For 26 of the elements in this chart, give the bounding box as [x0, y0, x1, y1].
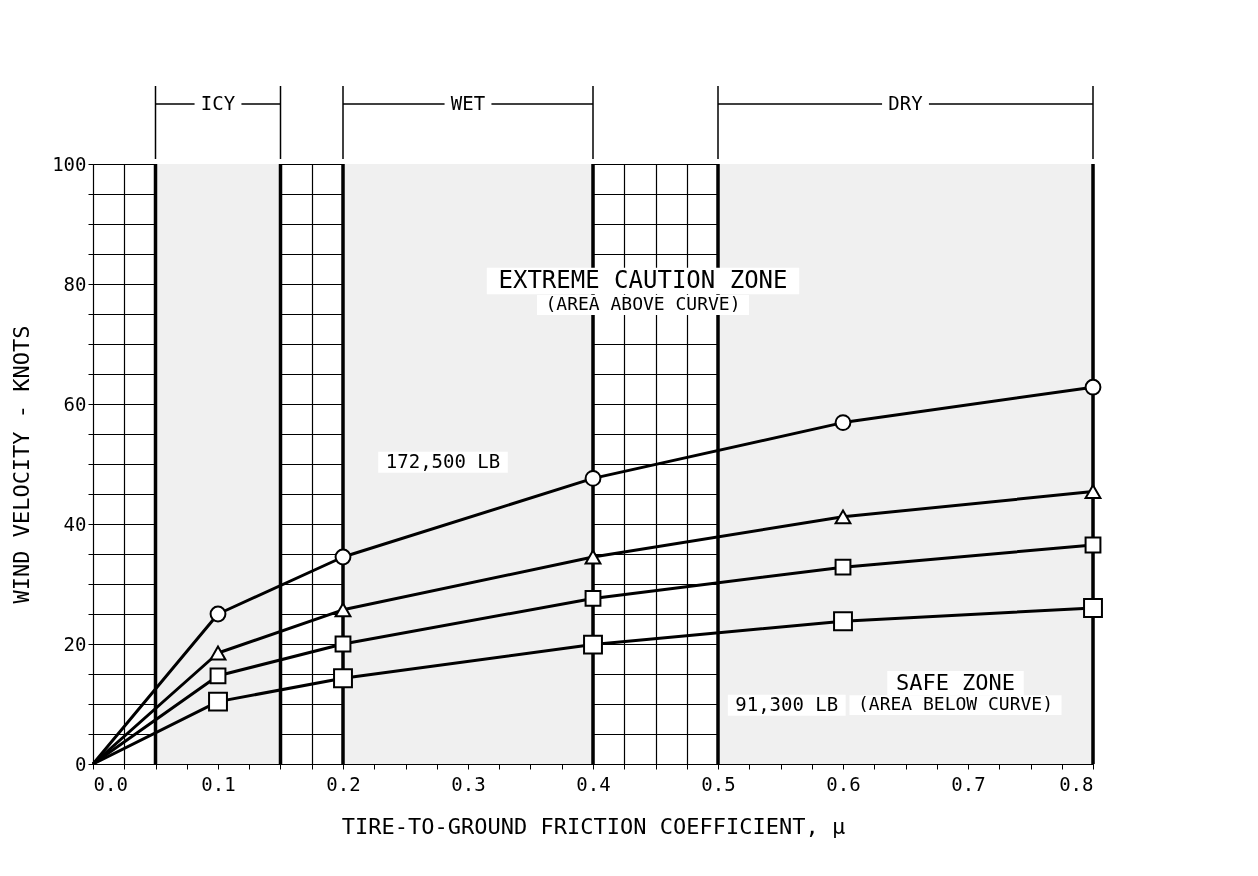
x-tick-label: 0.0: [93, 772, 128, 795]
x-tick-label: 0.3: [451, 772, 486, 795]
y-tick-label: 80: [63, 272, 87, 295]
y-tick-label: 40: [63, 512, 87, 535]
annotation: (AREA BELOW CURVE): [857, 693, 1054, 715]
x-tick-label: 0.7: [951, 772, 986, 795]
x-tick-label: 0.8: [1059, 772, 1094, 795]
band-label: WET: [450, 92, 486, 114]
x-axis-title: TIRE-TO-GROUND FRICTION COEFFICIENT, μ: [341, 813, 846, 839]
x-tick-label: 0.4: [576, 772, 611, 795]
y-tick-label: 60: [63, 392, 87, 415]
y-axis-title: WIND VELOCITY - KNOTS: [9, 325, 35, 604]
annotation: 91,300 LB: [735, 693, 839, 716]
band-label: ICY: [200, 92, 236, 114]
annotation: 172,500 LB: [385, 450, 501, 473]
x-tick-label: 0.2: [326, 772, 361, 795]
y-tick-label: 20: [63, 632, 87, 655]
x-tick-label: 0.6: [826, 772, 861, 795]
y-tick-label: 100: [52, 152, 87, 175]
x-tick-label: 0.5: [701, 772, 736, 795]
x-tick-label: 0.1: [201, 772, 236, 795]
annotation: EXTREME CAUTION ZONE: [498, 266, 788, 294]
y-tick-label: 0: [75, 752, 87, 775]
annotation: (AREA ABOVE CURVE): [545, 293, 741, 314]
band-label: DRY: [888, 92, 924, 114]
annotation: SAFE ZONE: [895, 670, 1016, 695]
